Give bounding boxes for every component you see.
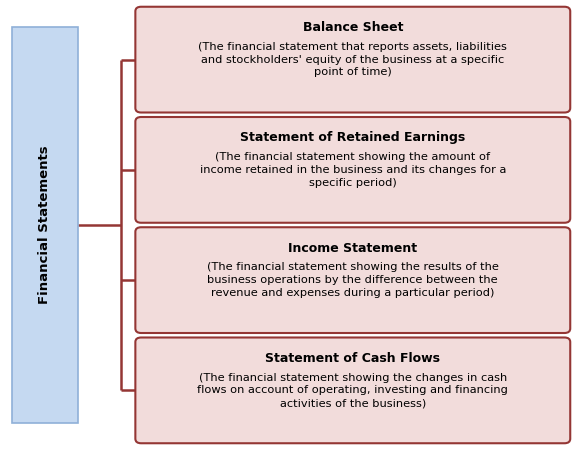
Text: (The financial statement showing the results of the
business operations by the d: (The financial statement showing the res… [207,262,499,298]
Text: Balance Sheet: Balance Sheet [302,21,403,34]
FancyBboxPatch shape [12,27,78,423]
FancyBboxPatch shape [135,338,570,443]
Text: (The financial statement showing the changes in cash
flows on account of operati: (The financial statement showing the cha… [198,373,508,408]
FancyBboxPatch shape [135,7,570,112]
Text: Income Statement: Income Statement [288,242,418,255]
FancyBboxPatch shape [135,227,570,333]
Text: (The financial statement that reports assets, liabilities
and stockholders' equi: (The financial statement that reports as… [198,42,507,77]
Text: Financial Statements: Financial Statements [38,146,51,304]
FancyBboxPatch shape [135,117,570,223]
Text: (The financial statement showing the amount of
income retained in the business a: (The financial statement showing the amo… [200,152,506,188]
Text: Statement of Retained Earnings: Statement of Retained Earnings [240,131,465,144]
Text: Statement of Cash Flows: Statement of Cash Flows [266,352,440,365]
